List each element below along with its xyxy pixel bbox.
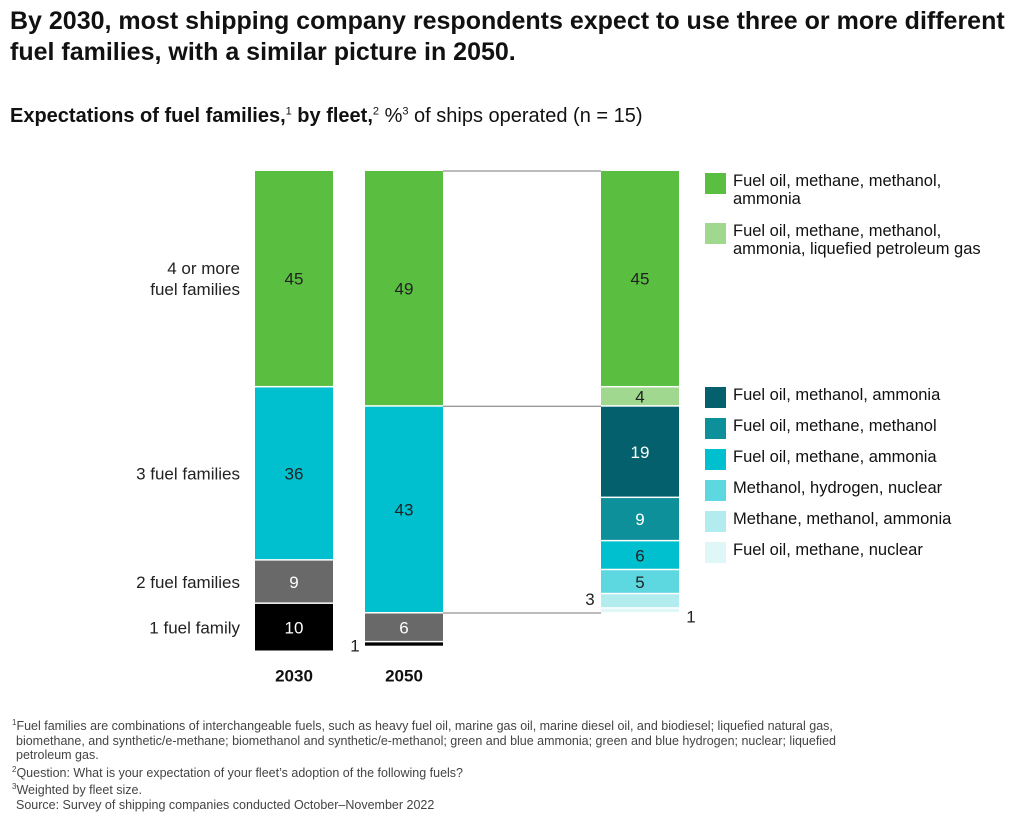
bar-segment xyxy=(255,171,333,386)
data-label: 49 xyxy=(395,279,414,298)
breakdown-label: 6 xyxy=(635,546,644,565)
footnote-ref-1: 1 xyxy=(285,105,292,118)
bar-segment xyxy=(365,642,443,646)
breakdown-segment xyxy=(601,608,679,613)
footnote-1-cont: biomethane, and synthetic/e-methane; bio… xyxy=(16,733,836,748)
breakdown-label: 45 xyxy=(631,270,650,289)
legend-swatch xyxy=(705,418,726,439)
row-label: fuel families xyxy=(150,280,240,299)
breakdown-label: 4 xyxy=(635,388,644,407)
legend-swatch xyxy=(705,542,726,563)
data-label: 36 xyxy=(285,465,304,484)
breakdown-label: 9 xyxy=(635,510,644,529)
legend-swatch xyxy=(705,480,726,501)
row-label: 2 fuel families xyxy=(136,573,240,592)
legend-label: Methanol, hydrogen, nuclear xyxy=(733,479,943,497)
breakdown-segment xyxy=(601,541,679,569)
legend-swatch xyxy=(705,173,726,194)
breakdown-segment xyxy=(601,594,679,608)
bar-segment xyxy=(255,603,333,651)
bar-segment xyxy=(255,387,333,560)
legend-label: Fuel oil, methane, methanol, ammonia, liq… xyxy=(733,222,981,258)
legend-label: Fuel oil, methane, methanol xyxy=(733,417,937,435)
subtitle-bold: Expectations of fuel families, xyxy=(10,105,286,127)
x-tick-label: 2030 xyxy=(275,667,313,686)
row-label: 4 or more xyxy=(167,259,240,278)
subtitle-rest: of ships operated (n = 15) xyxy=(408,105,643,127)
breakdown-segment xyxy=(601,498,679,540)
legend-swatch xyxy=(705,449,726,470)
subtitle-bold-2: by fleet, xyxy=(291,105,373,127)
breakdown-segment xyxy=(601,406,679,497)
footnote-ref-3: 3 xyxy=(402,105,409,118)
footnote-1-cont: petroleum gas. xyxy=(16,748,99,763)
legend-swatch xyxy=(705,511,726,532)
bar-segment xyxy=(365,406,443,613)
row-label: 3 fuel families xyxy=(136,465,240,484)
legend-label: Fuel oil, methane, ammonia xyxy=(733,448,937,466)
bar-segment xyxy=(365,171,443,406)
breakdown-label: 19 xyxy=(631,443,650,462)
legend-label: Fuel oil, methane, nuclear xyxy=(733,541,923,559)
data-label: 6 xyxy=(399,618,408,637)
legend-label: Fuel oil, methane, methanol, ammonia xyxy=(733,172,942,208)
legend-label: Methane, methanol, ammonia xyxy=(733,510,952,528)
row-label: 1 fuel family xyxy=(149,618,240,637)
data-label: 1 xyxy=(350,636,359,655)
footnote-ref-2: 2 xyxy=(372,105,380,118)
legend-swatch xyxy=(705,387,726,408)
data-label: 43 xyxy=(395,501,414,520)
chart-subtitle: Expectations of fuel families,1 by fleet… xyxy=(10,105,643,128)
legend-swatch xyxy=(705,223,726,244)
breakdown-segment xyxy=(601,570,679,593)
breakdown-label: 3 xyxy=(585,590,594,609)
bar-segment xyxy=(255,560,333,603)
legend-label: Fuel oil, methanol, ammonia xyxy=(733,386,941,404)
chart-title: By 2030, most shipping company responden… xyxy=(10,7,1005,66)
bar-segment xyxy=(365,613,443,641)
footnote-3: 3Weighted by fleet size. xyxy=(12,782,142,798)
footnotes: 1Fuel families are combinations of inter… xyxy=(12,716,1012,812)
breakdown-label: 5 xyxy=(635,573,644,592)
footnote-1: 1Fuel families are combinations of inter… xyxy=(12,718,833,734)
data-label: 10 xyxy=(285,618,304,637)
subtitle-pct: % xyxy=(379,105,403,127)
breakdown-segment xyxy=(601,171,679,386)
footnote-2: 2Question: What is your expectation of y… xyxy=(12,764,464,780)
data-label: 45 xyxy=(285,270,304,289)
x-tick-label: 2050 xyxy=(385,667,423,686)
source-note: Source: Survey of shipping companies con… xyxy=(16,797,435,812)
breakdown-segment xyxy=(601,387,679,406)
data-label: 9 xyxy=(289,573,298,592)
breakdown-label: 1 xyxy=(686,608,695,627)
